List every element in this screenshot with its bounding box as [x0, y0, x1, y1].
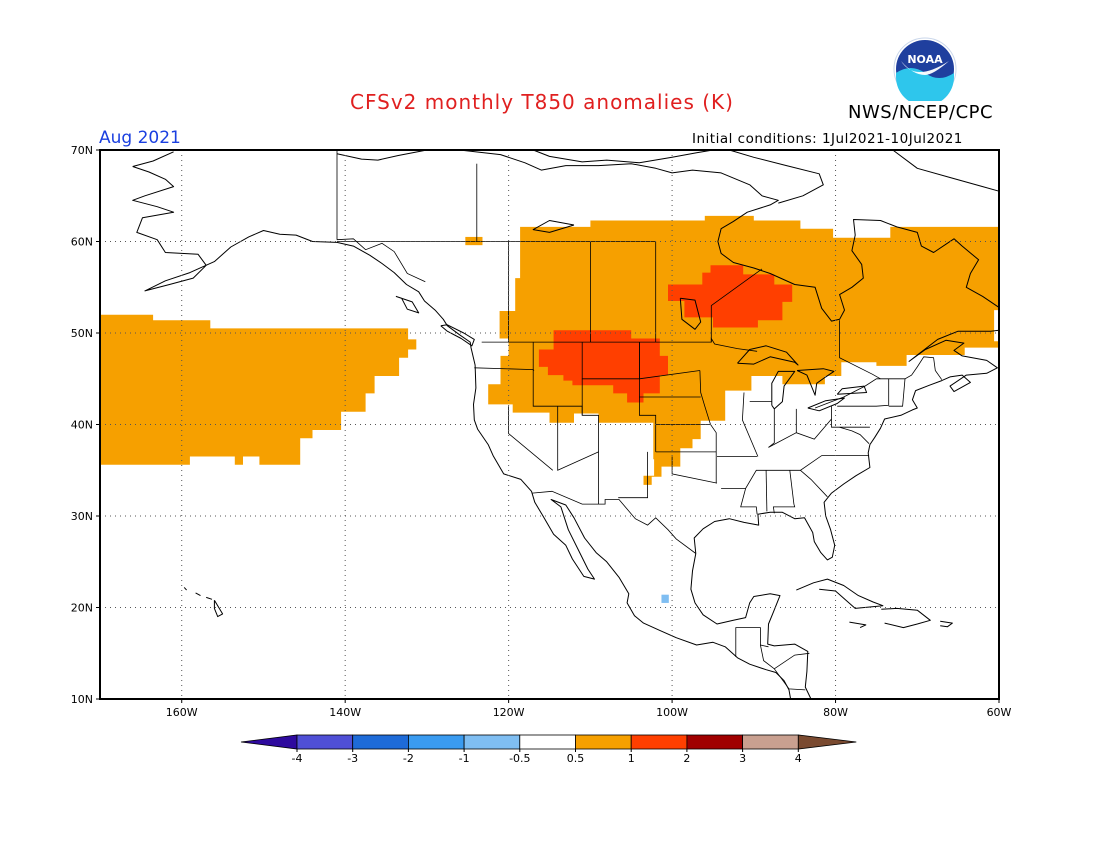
logo-text: NOAA [907, 53, 943, 66]
border-state-7 [639, 370, 700, 380]
border-state-3 [557, 406, 599, 505]
border-state-11 [618, 451, 648, 499]
coastline-beaufort [336, 149, 427, 161]
lat-tick-label: 40N [71, 419, 93, 432]
border-state-22 [800, 469, 828, 498]
coastline-haida-gwaii [395, 295, 420, 314]
lake-ontario [836, 385, 868, 395]
lat-tick-label: 70N [71, 144, 93, 157]
lon-tick-label: 60W [987, 706, 1012, 719]
lon-tick-label: 80W [823, 706, 848, 719]
coastline-pacific [132, 166, 792, 700]
coastline-puerto-rico [940, 620, 953, 628]
border-state-24 [768, 418, 832, 448]
coastline-jamaica [849, 621, 867, 629]
anomaly-region-north-america [488, 215, 999, 485]
lat-tick-label: 10N [71, 693, 93, 706]
border-manitoba-ontario [710, 268, 763, 343]
border-alaska-bc [336, 238, 426, 283]
initial-conditions-label: Initial conditions: 1Jul2021-10Jul2021 [692, 131, 963, 147]
border-state-13 [699, 370, 717, 484]
border-state-4 [508, 406, 554, 471]
lon-tick-label: 160W [166, 706, 198, 719]
border-state-21 [772, 470, 796, 514]
anomaly-region-central-canada [668, 265, 793, 328]
lat-tick-label: 20N [71, 602, 93, 615]
border-state-5 [474, 367, 535, 371]
lon-tick-label: 140W [329, 706, 361, 719]
coastline-cuba [796, 578, 884, 609]
coastline-oahu [195, 592, 201, 597]
border-mexico-guatemala [735, 627, 769, 657]
border-state-20 [765, 470, 768, 512]
coastline-maui [206, 596, 213, 600]
border-state-27 [888, 378, 906, 407]
border-state-17 [768, 408, 775, 448]
lake-erie [807, 397, 845, 412]
lat-tick-label: 60N [71, 236, 93, 249]
lake-michigan [771, 370, 796, 410]
border-state-26 [837, 378, 890, 407]
lake-huron [796, 368, 835, 396]
anomaly-region-northern-plains [538, 330, 668, 403]
border-state-25 [839, 426, 870, 444]
chart-title: CFSv2 monthly T850 anomalies (K) [350, 90, 734, 114]
coastline-hispaniola [881, 607, 931, 629]
border-state-16 [741, 392, 759, 457]
border-state-19 [831, 406, 870, 428]
coastline-baffin [892, 149, 1000, 192]
lake-superior [737, 345, 799, 366]
border-us-mexico [532, 490, 697, 554]
border-state-28 [740, 488, 758, 515]
border-us-canada-west [481, 337, 758, 352]
lake-winnipeg [679, 297, 702, 330]
border-state-15 [721, 455, 870, 489]
lat-tick-label: 50N [71, 327, 93, 340]
coastline-gulf-mexico [690, 553, 812, 700]
lon-tick-label: 100W [656, 706, 688, 719]
border-state-12 [671, 456, 718, 484]
border-us-canada-east [814, 356, 943, 409]
border-nicaragua-costa-rica [773, 668, 806, 691]
coastline-atlantic [693, 329, 1000, 561]
anomaly-region-bc [465, 236, 483, 246]
lat-tick-label: 30N [71, 510, 93, 523]
agency-label: NWS/NCEP/CPC [848, 102, 994, 123]
border-ontario-quebec [839, 320, 881, 380]
coastline-kauai [183, 587, 187, 591]
anomaly-region-mexico [661, 594, 669, 603]
coastline-vancouver-island [440, 324, 475, 347]
coastline-hawaii [213, 599, 224, 618]
coastline-hudson-bay [459, 149, 1000, 322]
coastline-foxe-basin [729, 149, 824, 204]
anomaly-region-pacific [100, 314, 417, 465]
coastline-chukchi [132, 151, 174, 167]
noaa-logo: NOAA [893, 37, 957, 101]
border-state-6 [581, 378, 599, 452]
valid-month-label: Aug 2021 [99, 128, 181, 148]
lon-tick-label: 120W [493, 706, 525, 719]
coastline-arctic-islands [533, 149, 714, 164]
great-slave-lake [532, 220, 575, 233]
